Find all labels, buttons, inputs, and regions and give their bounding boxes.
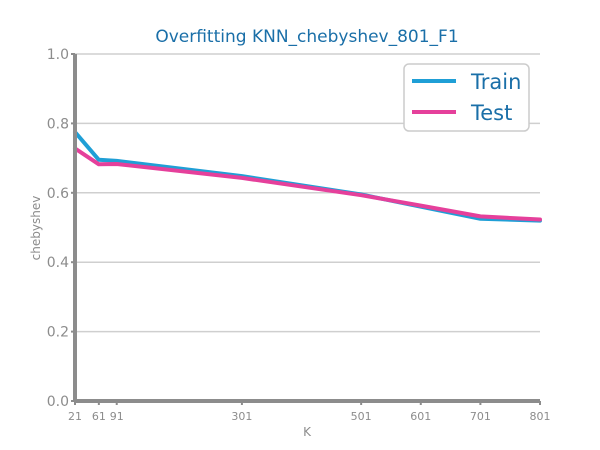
x-tick-label: 91 (110, 410, 124, 423)
y-tick-label: 0.0 (47, 394, 69, 410)
x-tick-label: 501 (351, 410, 372, 423)
x-tick-label: 701 (470, 410, 491, 423)
y-tick-label: 0.8 (47, 116, 69, 132)
y-axis-label: chebyshev (29, 196, 43, 261)
y-tick-label: 0.6 (47, 186, 69, 202)
x-tick-label: 601 (410, 410, 431, 423)
x-tick-label: 21 (68, 410, 82, 423)
legend-label-train: Train (470, 70, 521, 94)
y-tick-label: 1.0 (47, 47, 69, 63)
y-tick-labels: 0.0 0.2 0.4 0.6 0.8 1.0 (47, 47, 69, 410)
y-tick-label: 0.2 (47, 325, 69, 341)
legend-label-test: Test (470, 101, 512, 125)
axes (71, 53, 541, 405)
x-tick-label: 301 (231, 410, 252, 423)
x-axis-label: K (303, 425, 312, 439)
series-line-test (73, 146, 542, 222)
series-line-train (73, 130, 542, 223)
x-tick-label: 61 (92, 410, 106, 423)
y-tick-label: 0.4 (47, 255, 69, 271)
legend: Train Test (403, 63, 530, 132)
series-lines (73, 130, 542, 223)
x-tick-label: 801 (530, 410, 551, 423)
x-tick-labels: 21 61 91 301 501 601 701 801 (68, 410, 551, 423)
chart-title: Overfitting KNN_chebyshev_801_F1 (155, 27, 458, 47)
